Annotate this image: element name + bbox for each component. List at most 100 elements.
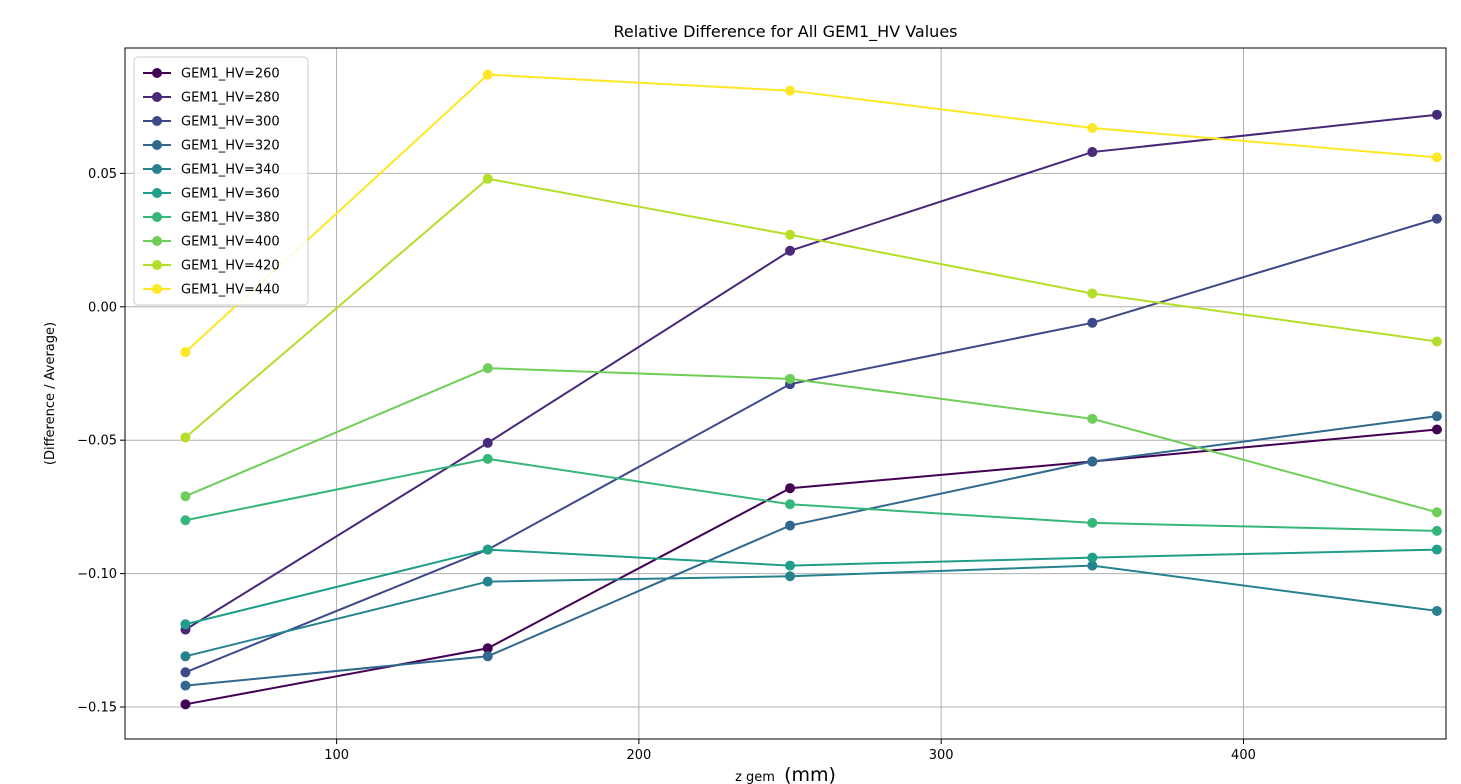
legend-marker (152, 236, 162, 246)
series-line (185, 564, 1438, 658)
data-point (1431, 424, 1442, 435)
legend-item: GEM1_HV=260 (143, 67, 280, 82)
data-point (1087, 517, 1098, 528)
series-line (185, 217, 1438, 674)
legend-label: GEM1_HV=260 (181, 67, 280, 82)
legend-item: GEM1_HV=380 (143, 211, 280, 226)
data-point (785, 483, 796, 494)
legend-item: GEM1_HV=400 (143, 235, 280, 250)
data-point (180, 515, 191, 526)
legend-label: GEM1_HV=400 (181, 235, 280, 250)
data-point (1431, 507, 1442, 518)
series-gem1-hv-380 (180, 453, 1442, 536)
legend-marker (152, 284, 162, 294)
data-point (1431, 544, 1442, 555)
legend-label: GEM1_HV=360 (181, 187, 280, 202)
series-gem1-hv-360 (180, 544, 1442, 630)
y-tick-label: −0.05 (77, 434, 117, 449)
legend-item: GEM1_HV=420 (143, 259, 280, 274)
data-point (1087, 288, 1098, 299)
legend-label: GEM1_HV=340 (181, 163, 280, 178)
axis-ticks: 100 200 300 400 −0.15 −0.10 −0.05 0.00 0.05 (77, 167, 1256, 763)
data-point (785, 85, 796, 96)
series-line (185, 428, 1438, 706)
data-point (1431, 213, 1442, 224)
data-point (482, 173, 493, 184)
data-point (180, 667, 191, 678)
data-point (1431, 525, 1442, 536)
data-point (180, 680, 191, 691)
legend-marker (152, 140, 162, 150)
y-tick-label: 0.05 (88, 167, 117, 182)
grid-lines (125, 48, 1446, 739)
y-axis-label: (Difference / Average) (43, 322, 58, 465)
legend-item: GEM1_HV=280 (143, 91, 280, 106)
x-tick-label: 300 (929, 748, 954, 763)
data-point (785, 373, 796, 384)
data-point (482, 69, 493, 80)
y-tick-label: 0.00 (88, 300, 117, 315)
legend-item: GEM1_HV=300 (143, 115, 280, 130)
series-gem1-hv-340 (180, 560, 1442, 662)
x-tick-label: 400 (1231, 748, 1256, 763)
data-point (1087, 413, 1098, 424)
legend-marker (152, 212, 162, 222)
data-point (1431, 152, 1442, 163)
legend-label: GEM1_HV=380 (181, 211, 280, 226)
data-point (1431, 336, 1442, 347)
data-point (482, 544, 493, 555)
data-point (1087, 456, 1098, 467)
data-point (180, 347, 191, 358)
data-point (785, 245, 796, 256)
plot-area-frame (124, 47, 1447, 740)
legend-marker (152, 260, 162, 270)
x-axis-label-unit: (mm) (784, 764, 836, 784)
data-point (1431, 411, 1442, 422)
y-tick-label: −0.10 (77, 567, 117, 582)
data-point (785, 520, 796, 531)
data-point (1087, 123, 1098, 134)
series-gem1-hv-420 (180, 173, 1442, 443)
plot-series (180, 69, 1442, 710)
data-point (482, 576, 493, 587)
legend-item: GEM1_HV=320 (143, 139, 280, 154)
series-line (184, 73, 1438, 353)
series-line (184, 177, 1438, 439)
legend-marker (152, 68, 162, 78)
x-axis-label: z gem (mm) (735, 764, 836, 784)
x-tick-label: 200 (626, 748, 651, 763)
series-gem1-hv-300 (180, 213, 1442, 678)
legend-label: GEM1_HV=440 (181, 283, 280, 298)
legend-marker (152, 188, 162, 198)
data-point (180, 432, 191, 443)
legend: GEM1_HV=260 GEM1_HV=280 GEM1_HV=300 GEM1_HV… (133, 56, 309, 306)
data-point (1087, 560, 1098, 571)
series-line (185, 415, 1438, 687)
data-point (785, 499, 796, 510)
series-gem1-hv-280 (180, 109, 1442, 635)
legend-label: GEM1_HV=420 (181, 259, 280, 274)
legend-label: GEM1_HV=280 (181, 91, 280, 106)
data-point (180, 651, 191, 662)
legend-label: GEM1_HV=300 (181, 115, 280, 130)
y-tick-label: −0.15 (77, 700, 117, 715)
series-gem1-hv-260 (180, 424, 1442, 710)
data-point (482, 651, 493, 662)
legend-box (133, 56, 309, 306)
series-gem1-hv-440 (180, 69, 1442, 358)
data-point (1087, 317, 1098, 328)
legend-marker (152, 92, 162, 102)
x-tick-label: 100 (324, 748, 349, 763)
legend-label: GEM1_HV=320 (181, 139, 280, 154)
legend-item: GEM1_HV=340 (143, 163, 280, 178)
x-axis-label-main: z gem (735, 770, 775, 784)
data-point (785, 571, 796, 582)
data-point (785, 229, 796, 240)
data-point (482, 643, 493, 654)
series-gem1-hv-400 (180, 363, 1442, 518)
legend-item: GEM1_HV=440 (143, 283, 280, 298)
series-line (184, 113, 1438, 631)
data-point (785, 560, 796, 571)
data-point (180, 619, 191, 630)
